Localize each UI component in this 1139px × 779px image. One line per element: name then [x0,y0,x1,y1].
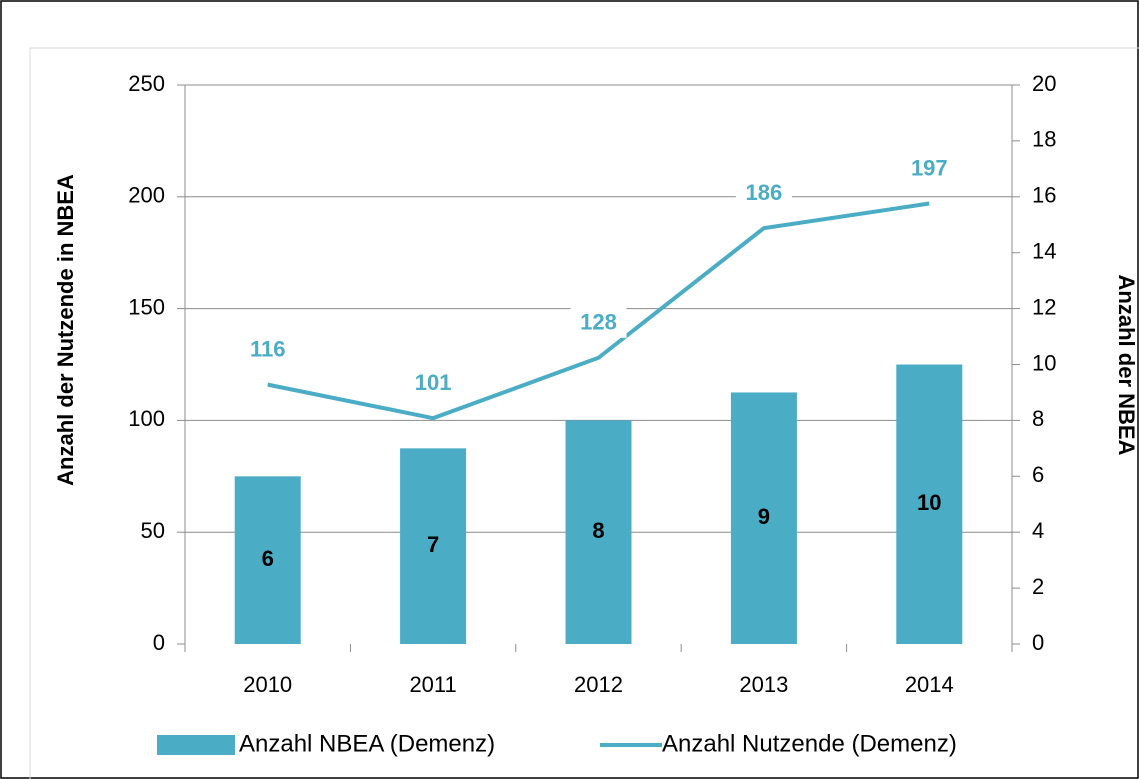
legend-label: Anzahl NBEA (Demenz) [239,730,495,757]
y2-tick-label: 4 [1032,518,1044,543]
y-tick-label: 50 [141,518,165,543]
line-value-label: 101 [415,370,452,395]
y2-tick-label: 10 [1032,350,1056,375]
bar [730,392,797,644]
line-value-label: 128 [580,310,617,335]
label-background [570,307,627,338]
y2-tick-label: 6 [1032,462,1044,487]
line [267,201,930,421]
y2-tick-label: 2 [1032,574,1044,599]
y2-tick-label: 20 [1032,71,1056,96]
x-tick-label: 2012 [574,672,623,697]
x-tick-label: 2011 [409,672,456,697]
label-background [405,368,462,399]
bar [565,420,632,644]
line-value-label: 197 [911,155,948,180]
y2-tick-label: 8 [1032,406,1044,431]
y-axis-label: Anzahl der Nutzende in NBEA [53,174,78,486]
y-tick-label: 0 [153,630,165,655]
legend-label: Anzahl Nutzende (Demenz) [662,730,957,757]
y-tick-label: 250 [128,71,165,96]
y-tick-label: 100 [128,406,165,431]
legend-swatch [157,735,235,755]
y2-tick-label: 16 [1032,183,1056,208]
line-value-label: 186 [746,180,783,205]
bar-value-label: 7 [427,532,439,557]
inner-frame [29,47,1139,779]
label-background [901,153,958,184]
x-tick-label: 2014 [905,672,954,697]
y2-tick-label: 0 [1032,630,1044,655]
bar-value-label: 6 [262,546,274,571]
y2-axis-label: Anzahl der NBEA [1114,275,1139,456]
label-background [239,334,296,365]
bar [400,448,467,644]
label-background [735,178,792,209]
y-tick-label: 200 [128,183,165,208]
bar-value-label: 9 [758,504,770,529]
y2-tick-label: 14 [1032,239,1056,264]
bar-value-label: 10 [917,490,941,515]
bar [234,476,301,644]
line-value-label: 116 [250,336,286,361]
x-tick-label: 2010 [243,672,292,697]
y2-tick-label: 18 [1032,127,1056,152]
y2-tick-label: 12 [1032,294,1056,319]
bar-value-label: 8 [592,518,604,543]
y-tick-label: 150 [128,294,165,319]
bar [896,364,963,644]
x-tick-label: 2013 [739,672,788,697]
